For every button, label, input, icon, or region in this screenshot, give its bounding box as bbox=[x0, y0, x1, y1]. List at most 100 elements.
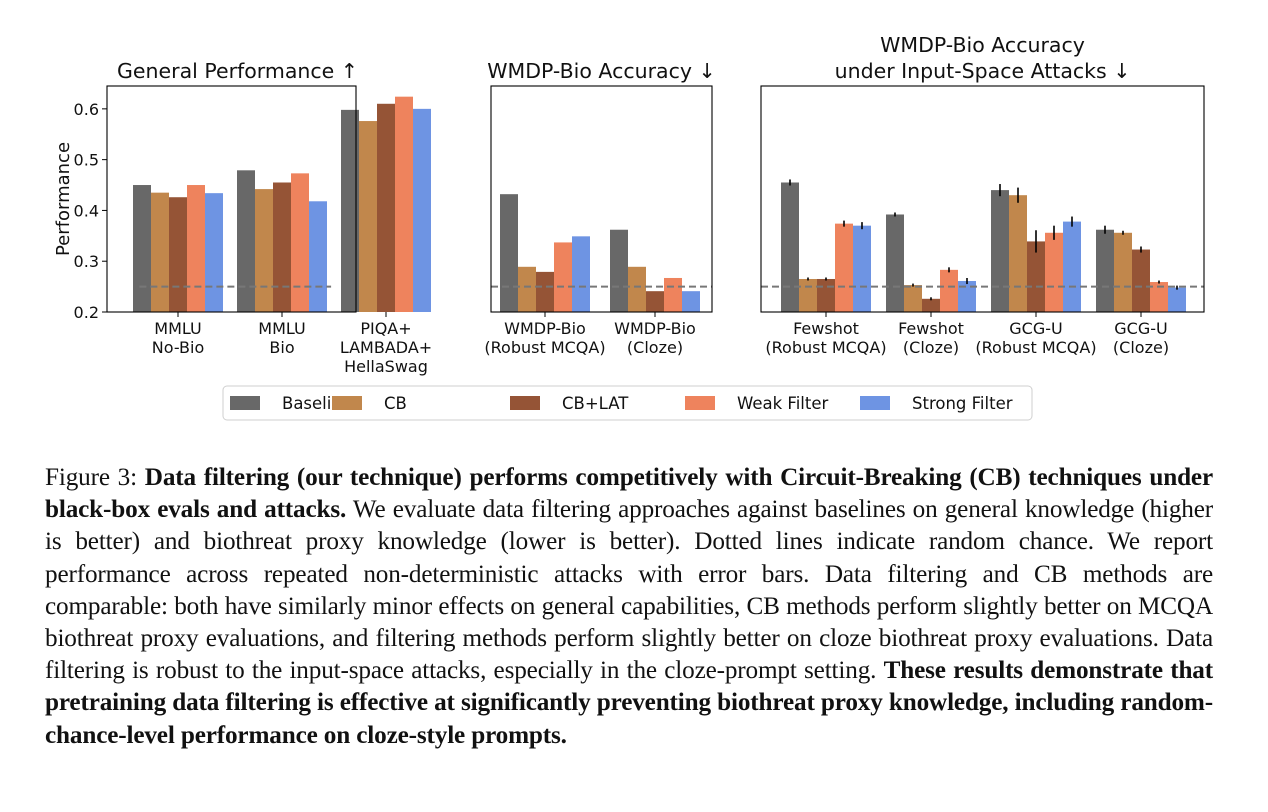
bar-weak-filter bbox=[187, 185, 205, 312]
bar-baseline bbox=[610, 229, 628, 312]
bar-baseline bbox=[1096, 229, 1114, 312]
legend-swatch-cb-lat bbox=[510, 396, 540, 410]
bar-weak-filter bbox=[835, 223, 853, 312]
bar-weak-filter bbox=[291, 173, 309, 312]
x-tick-label-line: Fewshot bbox=[898, 319, 964, 338]
bar-strong-filter bbox=[205, 193, 223, 312]
legend-label: CB bbox=[384, 394, 407, 413]
bar-strong-filter bbox=[958, 281, 976, 312]
x-tick-label: PIQA+ LAMBADA+ HellaSwag bbox=[340, 319, 432, 376]
x-tick-label-line: WMDP-Bio bbox=[504, 319, 586, 338]
x-tick-label-line: WMDP-Bio bbox=[614, 319, 696, 338]
x-tick-label-line: Bio bbox=[269, 338, 294, 357]
bar-weak-filter bbox=[940, 269, 958, 312]
bar-cb-lat bbox=[169, 197, 187, 312]
x-tick-label: MMLU Bio bbox=[258, 319, 305, 357]
bar-strong-filter bbox=[413, 108, 431, 312]
figure-caption: Figure 3: Data filtering (our technique)… bbox=[45, 462, 1213, 752]
legend-label: Weak Filter bbox=[737, 394, 828, 413]
bar-baseline bbox=[781, 182, 799, 312]
bar-cb-lat bbox=[817, 278, 835, 312]
bar-cb bbox=[1009, 195, 1027, 312]
legend-label: CB+LAT bbox=[562, 394, 629, 413]
caption-bold-tail: These results demonstrate that pretraini… bbox=[45, 657, 1213, 749]
bar-baseline bbox=[133, 185, 151, 312]
bar-strong-filter bbox=[853, 225, 871, 312]
x-tick-label: Fewshot (Cloze) bbox=[898, 319, 964, 357]
bar-strong-filter bbox=[1063, 221, 1081, 312]
panel-title: General Performance ↑ bbox=[117, 59, 358, 83]
panel-title: WMDP-Bio Accuracy ↓ bbox=[487, 59, 715, 83]
legend-label: Strong Filter bbox=[912, 394, 1013, 413]
bar-cb-lat bbox=[273, 182, 291, 312]
panel-title: WMDP-Bio Accuracy bbox=[880, 33, 1085, 57]
x-tick-label-line: (Robust MCQA) bbox=[484, 338, 605, 357]
y-tick-label: 0.3 bbox=[74, 252, 99, 271]
bar-weak-filter bbox=[1045, 232, 1063, 312]
bar-cb bbox=[799, 278, 817, 312]
bar-cb bbox=[518, 266, 536, 312]
caption-bold-lead: Data filtering (our technique) performs … bbox=[45, 464, 1213, 524]
x-tick-label-line: MMLU bbox=[258, 319, 305, 338]
bar-strong-filter bbox=[682, 291, 700, 312]
plot-frame bbox=[490, 85, 713, 313]
x-tick-label: GCG-U (Robust MCQA) bbox=[975, 319, 1096, 357]
bar-baseline bbox=[991, 190, 1009, 312]
legend-swatch-baseline bbox=[230, 396, 260, 410]
x-tick-label-line: (Cloze) bbox=[1113, 338, 1169, 357]
x-tick-label-line: MMLU bbox=[154, 319, 201, 338]
bar-cb-lat bbox=[377, 103, 395, 312]
bar-weak-filter bbox=[1150, 282, 1168, 312]
bar-cb bbox=[1114, 232, 1132, 312]
x-tick-label-line: Fewshot bbox=[793, 319, 859, 338]
x-tick-label-line: (Cloze) bbox=[903, 338, 959, 357]
bar-cb bbox=[151, 192, 169, 312]
bar-cb-lat bbox=[1132, 249, 1150, 312]
x-tick-label: Fewshot (Robust MCQA) bbox=[765, 319, 886, 357]
panel-title: under Input-Space Attacks ↓ bbox=[835, 59, 1131, 83]
bar-cb bbox=[904, 285, 922, 312]
bar-baseline bbox=[237, 170, 255, 312]
x-tick-label: WMDP-Bio (Robust MCQA) bbox=[484, 319, 605, 357]
x-tick-label-line: GCG-U bbox=[1009, 319, 1062, 338]
bar-weak-filter bbox=[554, 242, 572, 312]
x-tick-label: MMLU No-Bio bbox=[152, 319, 204, 357]
bar-cb-lat bbox=[922, 298, 940, 312]
bar-cb-lat bbox=[536, 271, 554, 312]
x-tick-label-line: (Robust MCQA) bbox=[765, 338, 886, 357]
y-axis-title: Performance bbox=[53, 142, 74, 256]
y-tick-label: 0.5 bbox=[74, 151, 99, 170]
bar-strong-filter bbox=[309, 201, 327, 312]
plot-frame bbox=[106, 85, 357, 313]
x-tick-label-line: (Robust MCQA) bbox=[975, 338, 1096, 357]
bar-baseline bbox=[341, 109, 359, 312]
legend-swatch-cb bbox=[332, 396, 362, 410]
bar-cb bbox=[255, 189, 273, 312]
x-tick-label-line: LAMBADA+ bbox=[340, 338, 432, 357]
bar-cb-lat bbox=[1027, 241, 1045, 312]
x-tick-label: WMDP-Bio (Cloze) bbox=[614, 319, 696, 357]
x-tick-label-line: GCG-U bbox=[1114, 319, 1167, 338]
caption-figure-label: Figure 3: bbox=[45, 464, 137, 491]
bar-cb-lat bbox=[646, 291, 664, 312]
bar-weak-filter bbox=[395, 96, 413, 313]
y-tick-label: 0.6 bbox=[74, 100, 99, 119]
bar-strong-filter bbox=[1168, 287, 1186, 312]
x-tick-label-line: (Cloze) bbox=[627, 338, 683, 357]
legend-frame bbox=[222, 385, 1033, 421]
legend-swatch-weak-filter bbox=[685, 396, 715, 410]
legend-swatch-strong-filter bbox=[860, 396, 890, 410]
x-tick-label-line: No-Bio bbox=[152, 338, 204, 357]
caption-body: We evaluate data filtering approaches ag… bbox=[45, 496, 1214, 685]
bar-baseline bbox=[886, 214, 904, 312]
x-tick-label-line: HellaSwag bbox=[344, 357, 428, 376]
bar-cb bbox=[359, 121, 377, 312]
plot-frame bbox=[760, 85, 1205, 313]
bar-baseline bbox=[500, 194, 518, 312]
legend: Baseline CB CB+LAT Weak Filter Strong Filter bbox=[222, 385, 1033, 421]
x-tick-label-line: PIQA+ bbox=[360, 319, 411, 338]
panel-2: WMDP-Bio (Robust MCQA)WMDP-Bio (Cloze)WMDP… bbox=[484, 59, 715, 357]
bar-strong-filter bbox=[572, 236, 590, 312]
bar-weak-filter bbox=[664, 277, 682, 312]
